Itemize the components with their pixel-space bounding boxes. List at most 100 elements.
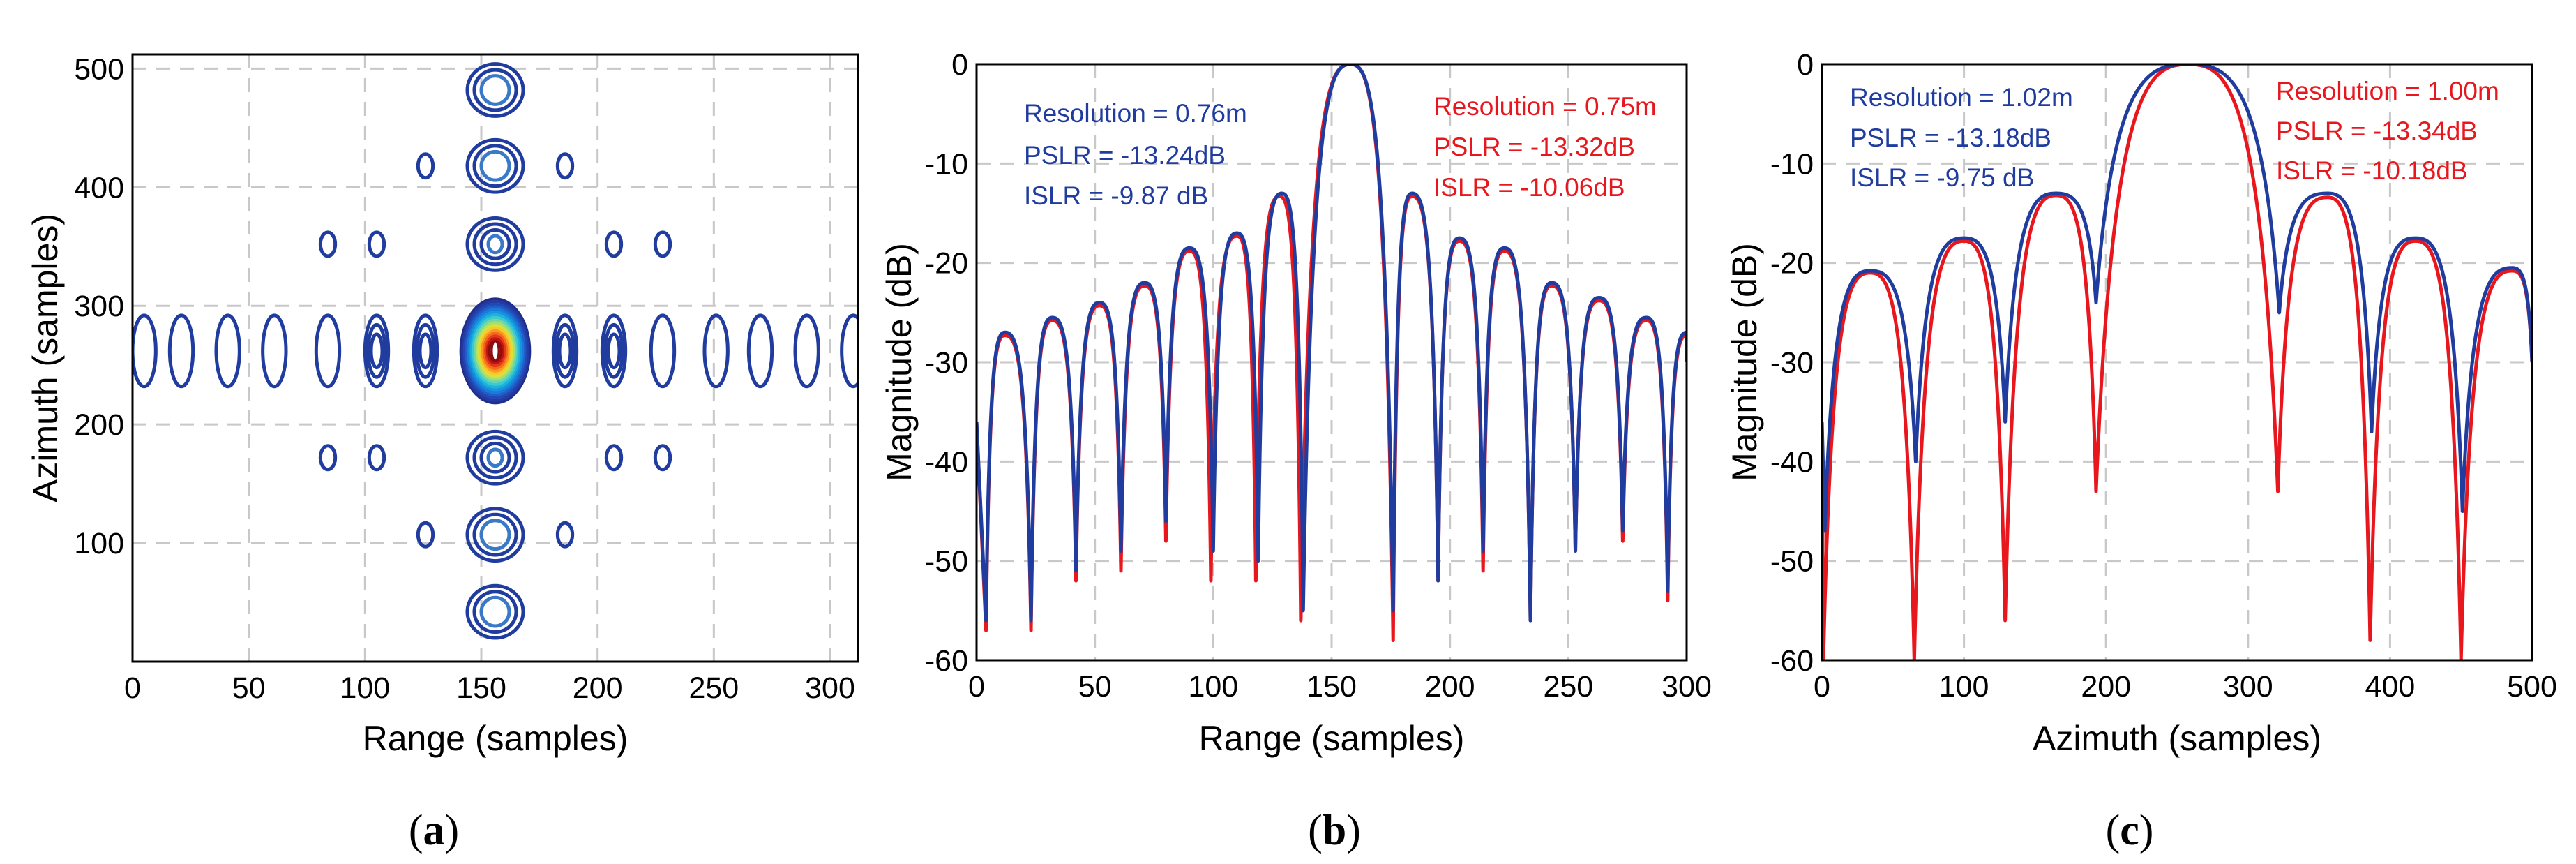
caption-letter: a — [423, 807, 445, 854]
y-tick-label: -30 — [925, 346, 968, 380]
contour-ring-main — [472, 315, 519, 386]
contour-ring-main — [479, 327, 512, 375]
contour-ring-azimuth-sidelobe — [486, 234, 504, 255]
panel-c-blue-annotation: Resolution = 1.02m PSLR = -13.18dB ISLR … — [1850, 83, 2073, 192]
contour-ring-range-sidelobe — [793, 313, 820, 389]
y-tick-label: -20 — [1770, 247, 1814, 281]
panel-c-azimuth-profile: 0 100 200 300 400 500 0 -10 -20 -30 -40 -50 -60 Azim… — [1725, 48, 2557, 758]
panel-c-blue-resolution: Resolution = 1.02m — [1850, 83, 2073, 112]
panel-b-ticks: 0 50 100 150 200 250 300 0 -10 -20 -30 -40 -50 -60 — [925, 48, 1712, 703]
caption-b: (b) — [1308, 807, 1361, 854]
x-tick-label: 300 — [805, 671, 855, 705]
contour-ring-main — [475, 321, 515, 381]
panel-a-contours — [133, 62, 858, 640]
panel-b-xlabel: Range (samples) — [1199, 719, 1465, 758]
contour-ring-main — [469, 313, 521, 389]
series-line-blue — [977, 64, 1687, 623]
panel-c-blue-islr: ISLR = -9.75 dB — [1850, 163, 2034, 192]
caption-paren-close: ) — [2139, 807, 2154, 854]
contour-ring-azimuth-sidelobe — [465, 507, 525, 563]
contour-ring-azimuth-sidelobe — [472, 435, 518, 480]
panel-c-red-resolution: Resolution = 1.00m — [2276, 77, 2499, 105]
contour-ring-main — [465, 305, 526, 396]
x-tick-label: 150 — [456, 671, 506, 705]
y-tick-label: -20 — [925, 247, 968, 281]
panel-captions: (a) (b) (c) — [409, 807, 2154, 854]
panel-b-series — [977, 64, 1687, 643]
x-tick-label: 400 — [2365, 670, 2416, 703]
caption-c: (c) — [2106, 807, 2154, 854]
x-tick-label: 0 — [968, 670, 985, 703]
contour-ring-azimuth-sidelobe — [479, 441, 511, 474]
contour-ring-range-sidelobe — [702, 313, 730, 389]
contour-ring-diagonal-sidelobe — [604, 444, 624, 472]
contour-ring-range-sidelobe — [363, 313, 391, 389]
panel-a-ticks: 0 50 100 150 200 250 300 100 200 300 400 500 — [74, 52, 855, 705]
x-tick-label: 200 — [573, 671, 623, 705]
contour-ring-azimuth-sidelobe — [465, 216, 525, 272]
x-tick-label: 200 — [1425, 670, 1475, 703]
x-tick-label: 50 — [232, 671, 266, 705]
contour-ring-azimuth-sidelobe — [465, 583, 525, 640]
contour-ring-azimuth-sidelobe — [472, 144, 518, 188]
y-tick-label: -10 — [925, 147, 968, 181]
contour-ring-main — [468, 311, 522, 392]
x-tick-label: 500 — [2507, 670, 2557, 703]
contour-ring-main — [482, 332, 509, 370]
contour-ring-range-sidelobe — [133, 313, 158, 389]
contour-ring-range-sidelobe — [600, 313, 628, 389]
contour-ring-diagonal-sidelobe — [653, 230, 672, 258]
caption-paren-close: ) — [1346, 807, 1361, 854]
panel-c-ylabel: Magnitude (dB) — [1725, 243, 1764, 482]
contour-ring-range-sidelobe — [746, 313, 774, 389]
contour-ring-range-sidelobe — [412, 313, 439, 389]
panel-a-ylabel: Azimuth (samples) — [26, 214, 65, 502]
caption-paren-open: ( — [1308, 807, 1323, 854]
panel-c-xlabel: Azimuth (samples) — [2033, 719, 2321, 758]
y-tick-label: 100 — [74, 527, 124, 560]
y-tick-label: -60 — [925, 644, 968, 678]
x-tick-label: 150 — [1306, 670, 1357, 703]
y-tick-label: 300 — [74, 290, 124, 323]
x-tick-label: 100 — [1939, 670, 1989, 703]
y-tick-label: -50 — [1770, 545, 1814, 579]
panel-c-blue-pslr: PSLR = -13.18dB — [1850, 124, 2051, 152]
series-line-red — [1822, 64, 2532, 660]
contour-ring-diagonal-sidelobe — [318, 230, 338, 258]
panel-c-ticks: 0 100 200 300 400 500 0 -10 -20 -30 -40 -50 -60 — [1770, 48, 2557, 703]
contour-ring-azimuth-sidelobe — [479, 595, 511, 628]
contour-ring-main — [474, 318, 517, 383]
y-tick-label: 200 — [74, 408, 124, 442]
caption-a: (a) — [409, 807, 459, 854]
contour-ring-azimuth-sidelobe — [479, 74, 511, 106]
contour-ring-range-sidelobe — [557, 332, 573, 370]
contour-ring-azimuth-sidelobe — [465, 62, 525, 118]
contour-ring-main — [485, 337, 505, 365]
contour-ring-range-sidelobe — [418, 332, 433, 370]
contour-peak-marker — [490, 340, 500, 362]
caption-letter: c — [2120, 807, 2139, 854]
panel-a-contour: 0 50 100 150 200 250 300 100 200 300 400 500 Range … — [26, 52, 859, 758]
contour-ring-range-sidelobe — [369, 332, 384, 370]
x-tick-label: 250 — [1543, 670, 1593, 703]
contour-ring-azimuth-sidelobe — [472, 68, 518, 112]
contour-ring-range-sidelobe — [555, 322, 575, 379]
series-holder — [977, 64, 1687, 643]
caption-letter: b — [1323, 807, 1346, 854]
panel-c-red-islr: ISLR = -10.18dB — [2276, 156, 2468, 185]
contour-ring-diagonal-sidelobe — [653, 444, 672, 472]
contour-ring-range-sidelobe — [415, 322, 436, 379]
contour-ring-diagonal-sidelobe — [367, 230, 386, 258]
y-tick-label: -30 — [1770, 346, 1814, 380]
panel-a-frame — [131, 53, 859, 663]
panel-b-blue-pslr: PSLR = -13.24dB — [1024, 141, 1226, 170]
y-tick-label: -10 — [1770, 147, 1814, 181]
y-tick-label: 500 — [74, 52, 124, 86]
contour-ring-range-sidelobe — [366, 322, 387, 379]
x-tick-label: 0 — [124, 671, 141, 705]
panel-b-blue-annotation: Resolution = 0.76m PSLR = -13.24dB ISLR … — [1024, 99, 1247, 210]
caption-paren-open: ( — [2106, 807, 2121, 854]
contour-ring-azimuth-sidelobe — [486, 447, 504, 468]
contour-ring-azimuth-sidelobe — [479, 519, 511, 551]
panel-a-contour-group — [133, 62, 858, 640]
